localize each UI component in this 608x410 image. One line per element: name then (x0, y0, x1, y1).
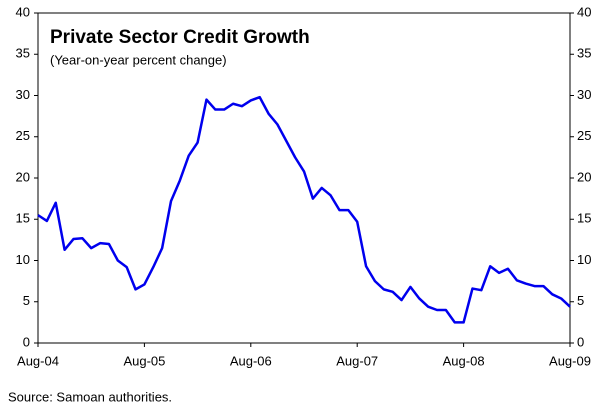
x-tick-label: Aug-05 (123, 353, 165, 368)
x-tick-label: Aug-06 (230, 353, 272, 368)
y2-tick-label: 40 (577, 4, 591, 19)
source-note: Source: Samoan authorities. (8, 389, 172, 404)
y2-tick-label: 15 (577, 211, 591, 226)
y-tick-label: 40 (16, 4, 30, 19)
y-tick-label: 30 (16, 87, 30, 102)
y-tick-label: 20 (16, 169, 30, 184)
y2-tick-label: 10 (577, 252, 591, 267)
y2-tick-label: 5 (577, 293, 584, 308)
y2-tick-label: 0 (577, 334, 584, 349)
y-tick-label: 35 (16, 46, 30, 61)
y2-tick-label: 35 (577, 46, 591, 61)
chart-title: Private Sector Credit Growth (50, 27, 310, 48)
y-tick-label: 10 (16, 252, 30, 267)
y-tick-label: 15 (16, 211, 30, 226)
y-tick-label: 5 (23, 293, 30, 308)
y-tick-label: 25 (16, 128, 30, 143)
y-tick-label: 0 (23, 334, 30, 349)
chart-subtitle: (Year-on-year percent change) (50, 52, 227, 67)
y2-tick-label: 25 (577, 128, 591, 143)
x-tick-label: Aug-07 (336, 353, 378, 368)
x-tick-label: Aug-09 (549, 353, 591, 368)
y2-tick-label: 20 (577, 169, 591, 184)
data-line (37, 95, 571, 324)
x-tick-label: Aug-08 (443, 353, 485, 368)
y2-tick-label: 30 (577, 87, 591, 102)
x-tick-label: Aug-04 (17, 353, 59, 368)
